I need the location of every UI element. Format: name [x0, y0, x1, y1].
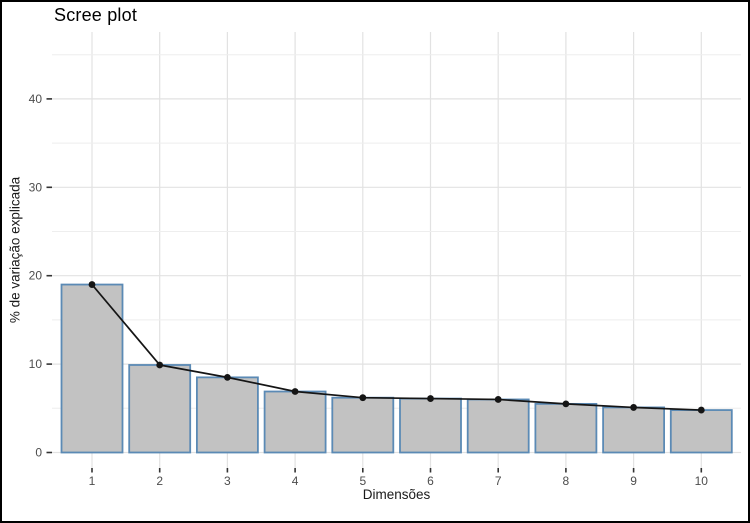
x-tick-label-2: 2 [156, 474, 163, 488]
point-dim-1 [88, 281, 96, 288]
x-tick-label-10: 10 [695, 474, 709, 488]
bar-dim-9 [602, 406, 665, 454]
point-dim-10 [697, 406, 705, 414]
bar-dim-3 [195, 376, 259, 454]
y-tick-label-20: 20 [29, 269, 43, 283]
y-tick-label-0: 0 [35, 446, 42, 460]
horizontal-minor-gridlines [52, 54, 741, 409]
x-tick-label-5: 5 [359, 474, 366, 488]
x-tick-label-3: 3 [224, 474, 231, 488]
bar-dim-4 [263, 390, 327, 454]
point-dim-3 [224, 373, 231, 381]
x-tick-label-4: 4 [292, 474, 299, 488]
bar-dim-1 [60, 283, 124, 454]
axis-tick-marks [46, 98, 703, 473]
bar-dim-6 [399, 397, 462, 454]
point-dim-8 [562, 400, 570, 408]
y-tick-label-40: 40 [29, 92, 43, 106]
x-tick-label-7: 7 [495, 474, 502, 488]
bar-dim-10 [669, 409, 733, 454]
point-dim-7 [494, 396, 502, 403]
point-dim-5 [359, 394, 367, 402]
scree-points [88, 281, 705, 414]
x-tick-label-9: 9 [630, 474, 637, 488]
point-dim-2 [156, 361, 164, 369]
y-axis-label: % de variação explicada [7, 176, 23, 324]
y-tick-label-30: 30 [29, 180, 43, 194]
bar-dim-5 [331, 396, 395, 454]
point-dim-4 [291, 388, 299, 395]
x-tick-label-1: 1 [89, 474, 96, 488]
x-axis-label: Dimensões [362, 487, 431, 502]
scree-polyline [91, 283, 702, 411]
point-dim-9 [630, 404, 637, 411]
y-tick-label-10: 10 [29, 357, 43, 371]
bar-dim-7 [466, 398, 530, 454]
bar-dim-2 [128, 364, 192, 454]
x-tick-label-8: 8 [563, 474, 570, 488]
bars [60, 283, 733, 454]
chart-title: Scree plot [54, 5, 138, 25]
axis-tick-labels: 0 10 20 30 40 1 2 3 4 5 6 7 8 9 10 [29, 92, 709, 488]
x-tick-label-6: 6 [427, 474, 434, 488]
scree-line [91, 283, 702, 411]
bar-dim-8 [534, 402, 598, 454]
point-dim-6 [427, 395, 434, 402]
